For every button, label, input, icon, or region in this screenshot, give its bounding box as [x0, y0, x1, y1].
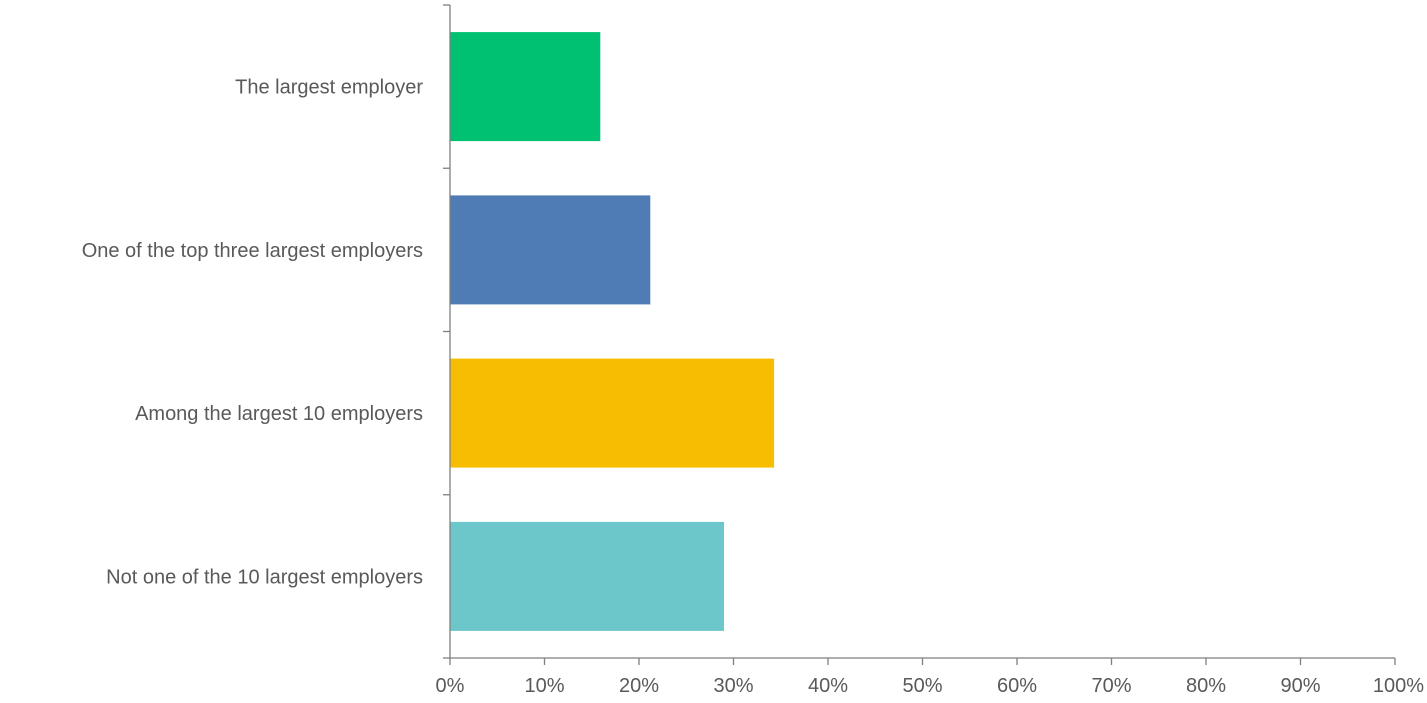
x-tick-label: 10% — [524, 675, 564, 697]
x-tick-label: 0% — [436, 675, 465, 697]
x-tick-label: 40% — [808, 675, 848, 697]
category-labels: The largest employer One of the top three… — [82, 77, 424, 589]
x-tick-label: 50% — [902, 675, 942, 697]
x-tick-label: 60% — [997, 675, 1037, 697]
bar — [450, 195, 651, 305]
x-tick-labels: 0% 10% 20% 30% 40% 50% 60% 70% 80% 90% 100% — [436, 675, 1425, 697]
x-tick-label: 90% — [1280, 675, 1320, 697]
category-label: Not one of the 10 largest employers — [106, 566, 423, 588]
x-tick-label: 80% — [1186, 675, 1226, 697]
x-tick-label: 100% — [1373, 675, 1424, 697]
x-tick-label: 30% — [713, 675, 753, 697]
x-tick-label: 70% — [1091, 675, 1131, 697]
bar — [450, 521, 724, 631]
x-tick-label: 20% — [619, 675, 659, 697]
category-label: Among the largest 10 employers — [135, 403, 423, 425]
bar — [450, 32, 601, 142]
bar — [450, 358, 775, 468]
category-label: The largest employer — [235, 77, 423, 99]
bars-group — [450, 32, 775, 631]
axes-group — [443, 4, 1396, 665]
category-label: One of the top three largest employers — [82, 240, 423, 262]
